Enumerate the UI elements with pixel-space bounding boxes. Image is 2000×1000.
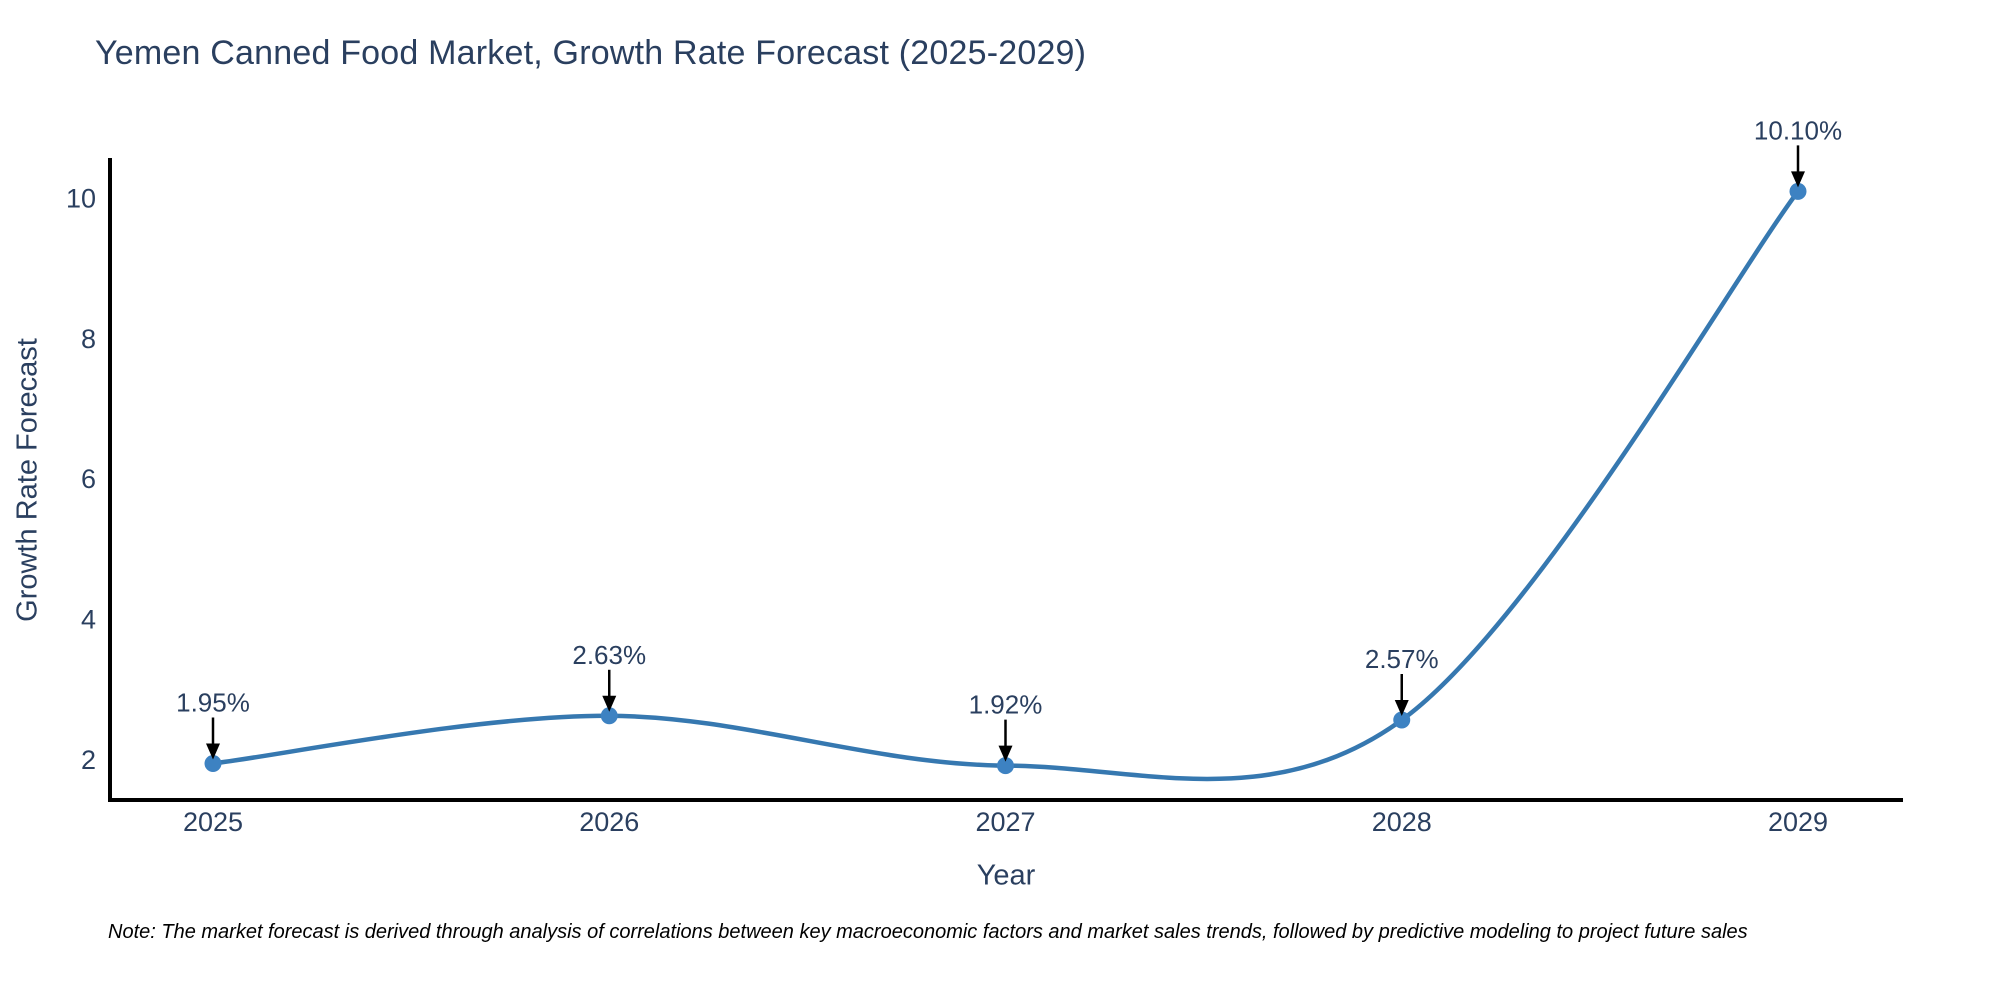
- chart-title: Yemen Canned Food Market, Growth Rate Fo…: [95, 34, 1087, 72]
- y-axis-title: Growth Rate Forecast: [11, 338, 44, 622]
- point-annotation: 10.10%: [1754, 115, 1842, 145]
- y-tick-label: 8: [81, 324, 96, 354]
- y-tick-label: 4: [81, 605, 96, 635]
- annotation-arrow-head: [602, 695, 617, 712]
- point-annotation: 1.95%: [176, 688, 250, 718]
- point-annotation: 2.57%: [1365, 644, 1439, 674]
- data-point-marker: [204, 755, 222, 773]
- point-annotation: 1.92%: [969, 690, 1043, 720]
- data-point-marker: [997, 757, 1014, 775]
- x-tick-label: 2029: [1768, 807, 1828, 837]
- point-annotation: 2.63%: [572, 640, 646, 670]
- y-tick-label: 2: [81, 745, 96, 775]
- x-axis-title: Year: [976, 859, 1036, 892]
- data-point-marker: [1789, 182, 1807, 200]
- annotation-arrow-head: [1791, 171, 1805, 188]
- data-point-marker: [1393, 711, 1411, 729]
- annotation-arrow-head: [206, 743, 220, 760]
- annotation-arrow-head: [998, 745, 1013, 762]
- annotation-arrow-head: [1394, 699, 1409, 716]
- y-tick-label: 10: [66, 183, 96, 213]
- footnote: Note: The market forecast is derived thr…: [108, 921, 1748, 943]
- x-tick-label: 2025: [183, 807, 243, 837]
- forecast-line: [210, 189, 1801, 782]
- x-tick-label: 2028: [1372, 807, 1432, 837]
- data-point-marker: [600, 707, 618, 725]
- x-tick-label: 2027: [975, 807, 1035, 837]
- x-tick-label: 2026: [579, 807, 639, 837]
- y-tick-label: 6: [81, 464, 96, 494]
